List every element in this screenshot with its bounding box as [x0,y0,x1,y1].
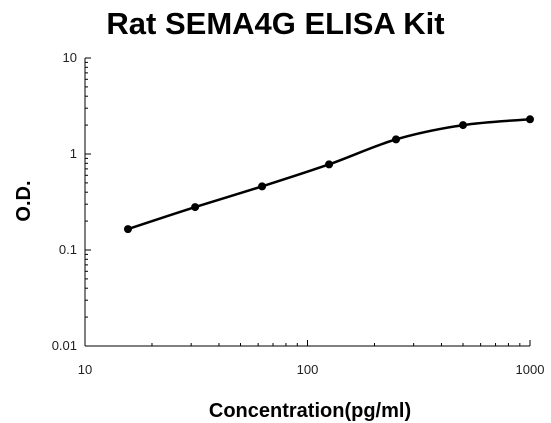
y-tick-label: 0.1 [59,242,77,257]
x-tick-label: 1000 [516,362,545,377]
data-point [258,182,267,191]
chart-title: Rat SEMA4G ELISA Kit [106,6,445,41]
y-axis-title: O.D. [13,180,35,221]
chart-axes [84,57,531,347]
x-tick-label: 10 [78,362,92,377]
data-point [459,121,468,130]
y-tick-label: 1 [70,146,77,161]
data-point [526,115,534,124]
fit-curve-layer [126,118,532,231]
y-tick-label: 0.01 [52,338,77,353]
x-tick-label: 100 [297,362,319,377]
x-axis-title: Concentration(pg/ml) [209,400,411,422]
tick-labels-layer: 0.01 0.1 1 10 10 100 1000 [52,50,545,377]
standard-curve-line [126,118,532,231]
data-point [123,225,132,234]
y-tick-label: 10 [63,50,77,65]
data-points-layer [123,115,534,234]
data-point [191,203,200,212]
data-point [325,160,334,169]
data-point [392,135,401,144]
